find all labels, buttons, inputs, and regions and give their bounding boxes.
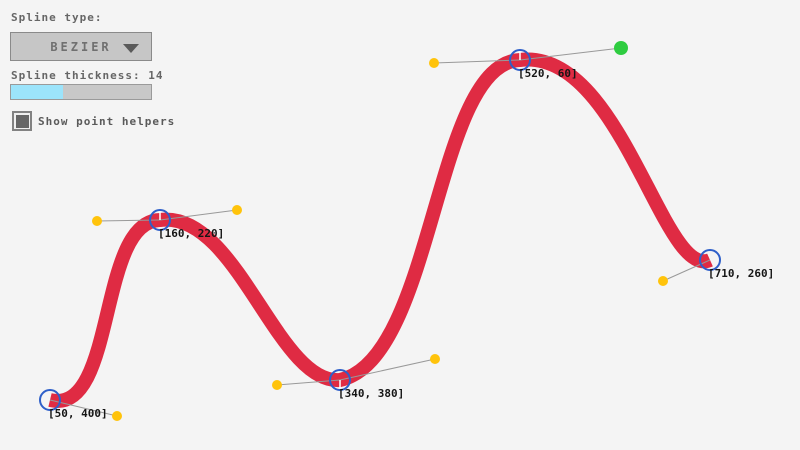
control-handle[interactable] — [429, 58, 439, 68]
spline-type-dropdown-value: BEZIER — [50, 39, 112, 54]
control-handle[interactable] — [272, 380, 282, 390]
handle-line — [519, 47, 622, 61]
anchor-point[interactable] — [699, 249, 721, 271]
chevron-down-icon — [123, 44, 139, 53]
thickness-slider[interactable] — [10, 84, 152, 100]
anchor-point[interactable] — [149, 209, 171, 231]
anchor-point[interactable] — [509, 49, 531, 71]
handle-line — [49, 399, 118, 417]
handle-line — [159, 209, 238, 221]
control-handle[interactable] — [232, 205, 242, 215]
handle-line — [662, 259, 711, 282]
show-point-helpers-label: Show point helpers — [38, 115, 176, 128]
spline-type-dropdown[interactable]: BEZIER — [10, 32, 152, 61]
spline-thickness-label: Spline thickness: 14 — [11, 69, 164, 82]
spline-type-label: Spline type: — [11, 11, 103, 24]
thickness-slider-fill — [11, 85, 63, 99]
control-handle[interactable] — [658, 276, 668, 286]
handle-line — [433, 59, 521, 64]
handle-line — [339, 358, 436, 381]
control-panel: Spline type: BEZIER Spline thickness: 14… — [0, 0, 220, 150]
control-handle[interactable] — [92, 216, 102, 226]
checkbox-checked-mark — [15, 114, 29, 128]
active-control-handle[interactable] — [614, 41, 628, 55]
anchor-point[interactable] — [329, 369, 351, 391]
show-point-helpers-checkbox[interactable] — [12, 111, 32, 131]
anchor-point[interactable] — [39, 389, 61, 411]
spline-curve — [48, 52, 713, 408]
control-handle[interactable] — [112, 411, 122, 421]
control-handle[interactable] — [430, 354, 440, 364]
